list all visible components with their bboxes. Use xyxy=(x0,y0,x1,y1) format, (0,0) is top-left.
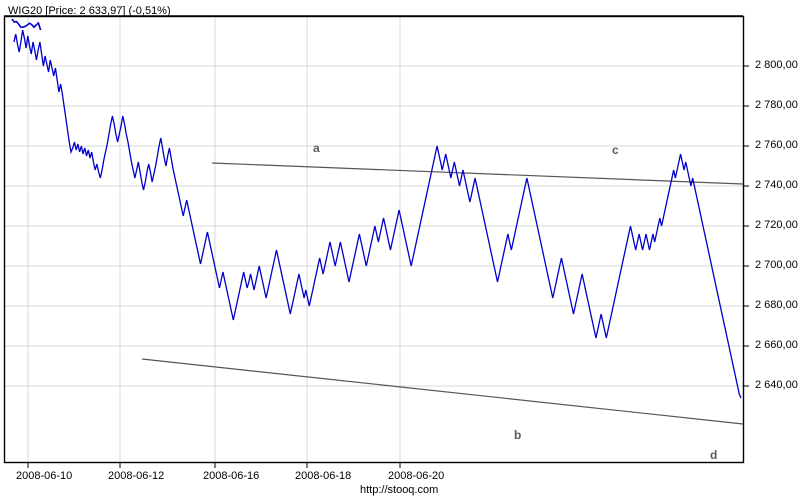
price-line xyxy=(13,29,742,399)
y-axis-tick-label: 2 680,00 xyxy=(755,299,798,311)
y-axis-tick-label: 2 720,00 xyxy=(755,219,798,231)
trendlines xyxy=(141,162,744,425)
gridlines xyxy=(4,16,743,462)
x-axis-tick-label: 2008-06-10 xyxy=(16,470,73,482)
chart-title: WIG20 [Price: 2 633,97] (-0,51%) xyxy=(8,5,171,17)
y-axis-tick-label: 2 780,00 xyxy=(755,99,798,111)
plot-frame xyxy=(3,15,745,464)
y-axis-tick-label: 2 760,00 xyxy=(755,139,798,151)
axis-ticks xyxy=(27,65,749,468)
x-axis-tick-label: 2008-06-16 xyxy=(203,470,260,482)
title-sparkline xyxy=(11,18,42,31)
x-axis-tick-label: 2008-06-18 xyxy=(295,470,352,482)
wave-label-d: d xyxy=(710,448,718,462)
price-series xyxy=(13,29,742,399)
trendline-upper-resistance xyxy=(211,162,744,185)
source-url: http://stooq.com xyxy=(360,484,439,496)
x-axis-tick-label: 2008-06-12 xyxy=(108,470,165,482)
x-axis-tick-label: 2008-06-20 xyxy=(388,470,445,482)
y-axis-tick-label: 2 740,00 xyxy=(755,179,798,191)
wave-label-b: b xyxy=(514,428,522,442)
y-axis-tick-label: 2 800,00 xyxy=(755,59,798,71)
plot-border xyxy=(3,15,745,464)
y-axis-tick-label: 2 640,00 xyxy=(755,379,798,391)
wave-label-a: a xyxy=(313,141,320,155)
y-axis-tick-label: 2 660,00 xyxy=(755,339,798,351)
wave-label-c: c xyxy=(612,143,619,157)
trendline-lower-support xyxy=(141,358,744,425)
sparkline-path xyxy=(11,18,42,31)
y-axis-tick-label: 2 700,00 xyxy=(755,259,798,271)
